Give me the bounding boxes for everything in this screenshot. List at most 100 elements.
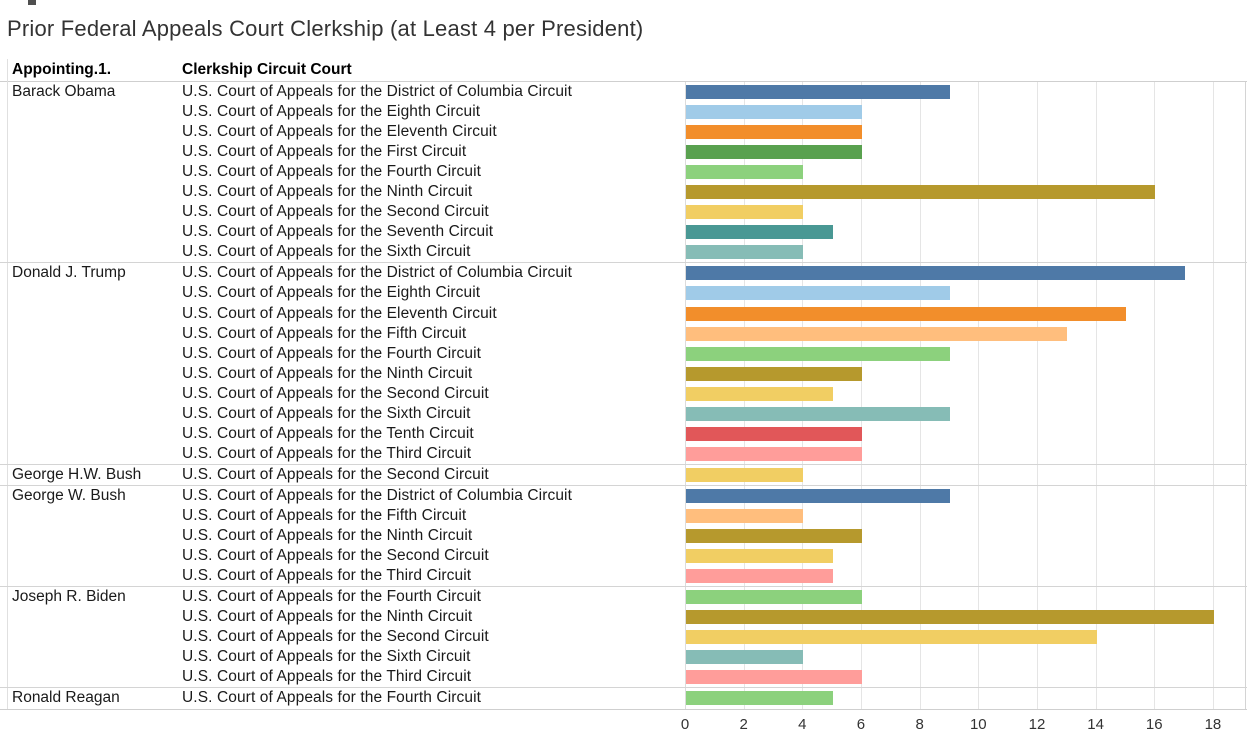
bar[interactable] — [686, 185, 1156, 200]
circuit-label[interactable]: U.S. Court of Appeals for the Second Cir… — [182, 465, 489, 483]
bar[interactable] — [686, 508, 804, 523]
bar[interactable] — [686, 366, 862, 381]
bar[interactable] — [686, 610, 1214, 625]
president-group: George W. Bush U.S. Court of Appeals for … — [0, 484, 1247, 586]
bar[interactable] — [686, 406, 950, 421]
circuit-label[interactable]: U.S. Court of Appeals for the First Circ… — [182, 143, 467, 161]
table-row: U.S. Court of Appeals for the Second Cir… — [0, 202, 1247, 222]
bar[interactable] — [686, 488, 950, 503]
column-header-circuit[interactable]: Clerkship Circuit Court — [182, 61, 352, 78]
bar[interactable] — [686, 426, 862, 441]
president-label[interactable]: George H.W. Bush — [12, 465, 142, 483]
circuit-label[interactable]: U.S. Court of Appeals for the District o… — [182, 264, 572, 282]
bar[interactable] — [686, 165, 804, 180]
table-row: U.S. Court of Appeals for the Eleventh C… — [0, 122, 1247, 142]
circuit-label[interactable]: U.S. Court of Appeals for the District o… — [182, 486, 572, 504]
bar[interactable] — [686, 286, 950, 301]
bar[interactable] — [686, 386, 833, 401]
circuit-label[interactable]: U.S. Court of Appeals for the Fourth Cir… — [182, 588, 482, 606]
bar[interactable] — [686, 225, 833, 240]
bar[interactable] — [686, 630, 1097, 645]
circuit-label[interactable]: U.S. Court of Appeals for the Seventh Ci… — [182, 223, 494, 241]
bar[interactable] — [686, 446, 862, 461]
gridline — [685, 82, 686, 709]
circuit-label[interactable]: U.S. Court of Appeals for the Sixth Circ… — [182, 243, 471, 261]
circuit-label[interactable]: U.S. Court of Appeals for the Eighth Cir… — [182, 103, 481, 121]
bar[interactable] — [686, 125, 862, 140]
circuit-label[interactable]: U.S. Court of Appeals for the Fourth Cir… — [182, 689, 482, 707]
circuit-label[interactable]: U.S. Court of Appeals for the Eighth Cir… — [182, 284, 481, 302]
circuit-label[interactable]: U.S. Court of Appeals for the Third Circ… — [182, 444, 472, 462]
circuit-label[interactable]: U.S. Court of Appeals for the Fourth Cir… — [182, 163, 482, 181]
bar[interactable] — [686, 529, 862, 544]
bar[interactable] — [686, 691, 833, 706]
circuit-label[interactable]: U.S. Court of Appeals for the Second Cir… — [182, 547, 489, 565]
table-row: U.S. Court of Appeals for the Fourth Cir… — [0, 162, 1247, 182]
bar[interactable] — [686, 467, 804, 482]
circuit-label[interactable]: U.S. Court of Appeals for the Ninth Circ… — [182, 527, 473, 545]
column-headers: Appointing.1. Clerkship Circuit Court — [0, 59, 1247, 81]
president-label[interactable]: George W. Bush — [12, 486, 126, 504]
table-row: U.S. Court of Appeals for the Second Cir… — [0, 465, 1247, 485]
axis-tick-label: 12 — [1028, 716, 1046, 733]
table-row: U.S. Court of Appeals for the Ninth Circ… — [0, 364, 1247, 384]
bar[interactable] — [686, 145, 862, 160]
table-row: U.S. Court of Appeals for the District o… — [0, 263, 1247, 283]
table-row: U.S. Court of Appeals for the Fourth Cir… — [0, 688, 1247, 708]
president-group: Donald J. Trump U.S. Court of Appeals for… — [0, 262, 1247, 463]
circuit-label[interactable]: U.S. Court of Appeals for the Third Circ… — [182, 567, 472, 585]
bar[interactable] — [686, 306, 1126, 321]
bar[interactable] — [686, 266, 1185, 281]
gridline — [1036, 82, 1038, 709]
circuit-label[interactable]: U.S. Court of Appeals for the Second Cir… — [182, 203, 489, 221]
table-row: U.S. Court of Appeals for the Tenth Circ… — [0, 424, 1247, 444]
circuit-label[interactable]: U.S. Court of Appeals for the Ninth Circ… — [182, 183, 473, 201]
bar[interactable] — [686, 85, 950, 99]
circuit-label[interactable]: U.S. Court of Appeals for the Fourth Cir… — [182, 344, 482, 362]
bar[interactable] — [686, 346, 950, 361]
table-row: U.S. Court of Appeals for the District o… — [0, 82, 1247, 102]
circuit-label[interactable]: U.S. Court of Appeals for the Eleventh C… — [182, 123, 497, 141]
circuit-label[interactable]: U.S. Court of Appeals for the District o… — [182, 83, 572, 100]
bar[interactable] — [686, 105, 862, 120]
gridline — [1212, 82, 1214, 709]
bar[interactable] — [686, 326, 1068, 341]
circuit-label[interactable]: U.S. Court of Appeals for the Fifth Circ… — [182, 506, 467, 524]
bar[interactable] — [686, 549, 833, 564]
table-row: U.S. Court of Appeals for the Sixth Circ… — [0, 242, 1247, 262]
president-label[interactable]: Barack Obama — [12, 83, 116, 100]
header-divider — [0, 81, 1247, 82]
bar[interactable] — [686, 590, 862, 605]
table-row: U.S. Court of Appeals for the Eleventh C… — [0, 304, 1247, 324]
circuit-label[interactable]: U.S. Court of Appeals for the Ninth Circ… — [182, 608, 473, 626]
column-header-appointing[interactable]: Appointing.1. — [12, 61, 112, 78]
axis-tick-label: 4 — [798, 716, 807, 733]
circuit-label[interactable]: U.S. Court of Appeals for the Fifth Circ… — [182, 324, 467, 342]
circuit-label[interactable]: U.S. Court of Appeals for the Ninth Circ… — [182, 364, 473, 382]
bar[interactable] — [686, 670, 862, 685]
pane-left-border — [7, 59, 8, 709]
x-axis: 0 2 4 6 8 10 12 14 16 18 — [0, 709, 1247, 745]
axis-tick-label: 10 — [969, 716, 987, 733]
bar[interactable] — [686, 205, 804, 220]
president-label[interactable]: Donald J. Trump — [12, 264, 126, 282]
circuit-label[interactable]: U.S. Court of Appeals for the Sixth Circ… — [182, 404, 471, 422]
bar[interactable] — [686, 245, 804, 260]
table-row: U.S. Court of Appeals for the Ninth Circ… — [0, 526, 1247, 546]
table-row: U.S. Court of Appeals for the Second Cir… — [0, 384, 1247, 404]
table-row: U.S. Court of Appeals for the Fifth Circ… — [0, 324, 1247, 344]
axis-tick-label: 14 — [1087, 716, 1104, 733]
table-row: U.S. Court of Appeals for the Seventh Ci… — [0, 222, 1247, 242]
president-group: Barack Obama U.S. Court of Appeals for th… — [0, 82, 1247, 262]
president-label[interactable]: Ronald Reagan — [12, 689, 120, 707]
bar[interactable] — [686, 569, 833, 584]
circuit-label[interactable]: U.S. Court of Appeals for the Sixth Circ… — [182, 648, 471, 666]
bar[interactable] — [686, 650, 804, 665]
circuit-label[interactable]: U.S. Court of Appeals for the Second Cir… — [182, 384, 489, 402]
circuit-label[interactable]: U.S. Court of Appeals for the Second Cir… — [182, 628, 489, 646]
president-group: Ronald Reagan U.S. Court of Appeals for t… — [0, 687, 1247, 708]
circuit-label[interactable]: U.S. Court of Appeals for the Third Circ… — [182, 668, 472, 686]
circuit-label[interactable]: U.S. Court of Appeals for the Tenth Circ… — [182, 424, 474, 442]
circuit-label[interactable]: U.S. Court of Appeals for the Eleventh C… — [182, 304, 497, 322]
president-label[interactable]: Joseph R. Biden — [12, 588, 126, 606]
